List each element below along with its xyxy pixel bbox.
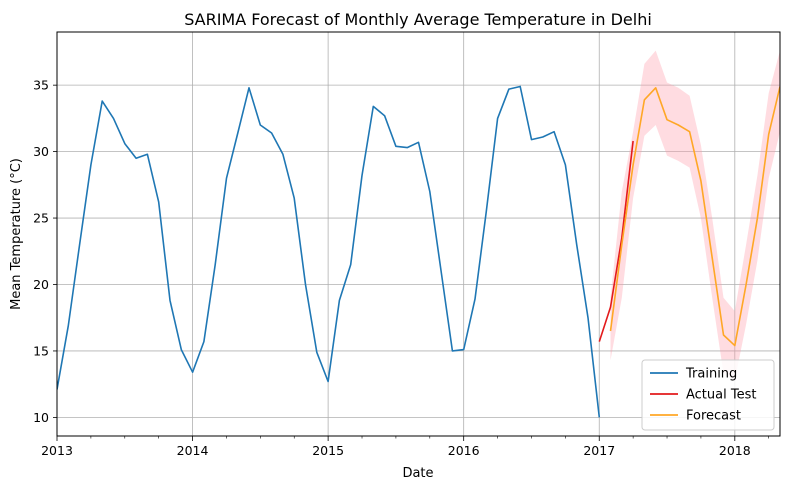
y-tick-label: 20 — [33, 277, 49, 292]
series-line-forecast — [609, 86, 780, 347]
chart-title: SARIMA Forecast of Monthly Average Tempe… — [184, 10, 652, 29]
x-tick-label: 2013 — [41, 443, 73, 458]
grid — [56, 32, 780, 436]
legend-label-actual-test: Actual Test — [686, 388, 756, 403]
x-tick-label: 2017 — [583, 443, 615, 458]
series-lines — [57, 85, 780, 418]
x-tick-label: 2016 — [448, 443, 480, 458]
legend-label-training: Training — [685, 367, 737, 382]
y-axis-title: Mean Temperature (°C) — [9, 158, 24, 310]
forecast-confidence-band — [610, 50, 780, 381]
y-tick-label: 10 — [33, 410, 49, 425]
x-tick-label: 2015 — [312, 443, 344, 458]
y-tick-label: 35 — [33, 78, 49, 93]
y-tick-label: 30 — [33, 144, 49, 159]
legend-box — [641, 359, 775, 431]
y-tick-label: 25 — [33, 211, 49, 226]
y-tick-label: 15 — [33, 343, 49, 358]
axis-ticks: 10 15 20 25 30 35 2013 2014 2015 2016 2017 2018 — [33, 78, 770, 458]
legend-label-forecast: Forecast — [686, 409, 741, 424]
series-line-actual-test — [598, 140, 634, 342]
confidence-band — [610, 50, 780, 381]
x-axis-title: Date — [402, 466, 433, 481]
legend: Training Actual Test Forecast — [641, 359, 775, 431]
x-tick-label: 2014 — [177, 443, 209, 458]
series-line-training — [57, 85, 601, 418]
x-tick-label: 2018 — [719, 443, 751, 458]
plot-frame — [56, 31, 781, 437]
